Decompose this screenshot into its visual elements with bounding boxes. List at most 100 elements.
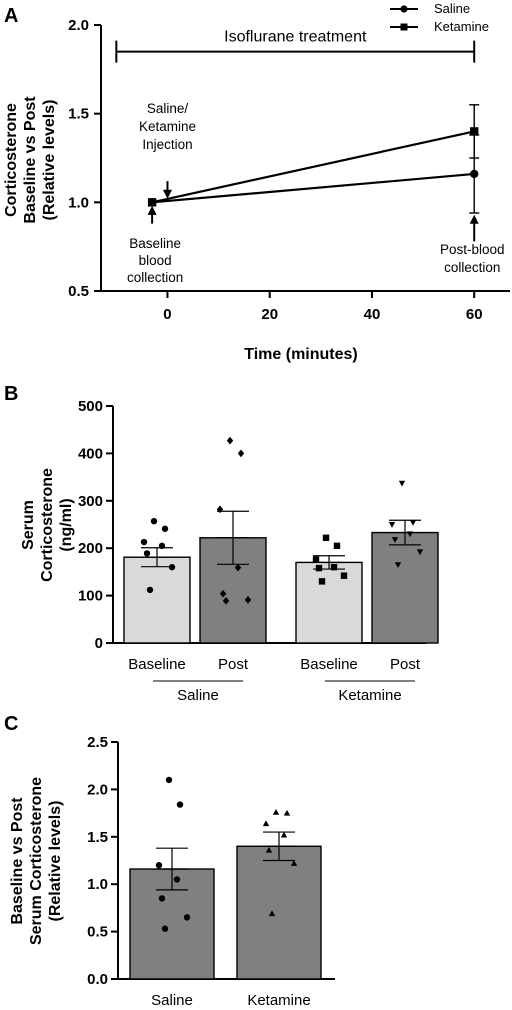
panel-a-x-label: Time (minutes) bbox=[244, 346, 358, 363]
c-bar-label-1: Ketamine bbox=[247, 992, 310, 1009]
b-bar-0-point-6 bbox=[146, 586, 154, 594]
panel-b-y-label-line3: (ng/ml) bbox=[58, 498, 75, 551]
a-ytick-label-3: 2.0 bbox=[68, 17, 89, 34]
panel-b-y-label: Serum Corticosterone (ng/ml) bbox=[20, 468, 75, 582]
panel-a-y-label-line3: (Relative levels) bbox=[41, 100, 58, 221]
b-bar-1-point-6 bbox=[222, 596, 230, 605]
b-bar-label-3: Post bbox=[390, 656, 421, 673]
panel-c-y-label-line1: Baseline vs Post bbox=[9, 797, 26, 925]
c-bar-0-point-4 bbox=[158, 895, 166, 902]
panel-c-error-bars bbox=[156, 831, 295, 891]
panel-c-x-labels: Saline Ketamine bbox=[151, 992, 311, 1009]
series-ketamine-point-0 bbox=[147, 198, 157, 207]
panel-a-series bbox=[147, 104, 480, 214]
c-bar-0-point-5 bbox=[183, 914, 191, 921]
a-xtick-label-1: 20 bbox=[261, 306, 278, 323]
b-bar-3-point-6 bbox=[394, 562, 402, 568]
series-saline bbox=[147, 134, 480, 214]
panel-a-legend: Saline Ketamine bbox=[390, 1, 489, 34]
c-ytick-label-2: 1.0 bbox=[87, 876, 108, 893]
series-saline-line bbox=[152, 172, 475, 204]
panel-a-x-ticks: 0 20 40 60 bbox=[163, 291, 483, 323]
c-bar-1-point-6 bbox=[268, 910, 276, 917]
b-bar-2-point-1 bbox=[333, 542, 341, 550]
annotation-injection: Saline/Ketamine Injection bbox=[139, 101, 196, 199]
panel-a-annotations: Saline/Ketamine Injection Baseline blood col… bbox=[127, 101, 505, 285]
a-ytick-label-2: 1.5 bbox=[68, 106, 89, 123]
panel-a-y-label-line2: Baseline vs Post bbox=[22, 96, 39, 224]
b-bar-label-2: Baseline bbox=[300, 656, 358, 673]
annotation-injection-line-2: Injection bbox=[142, 137, 192, 152]
series-ketamine-point-1 bbox=[470, 127, 479, 136]
b-bar-2-point-5 bbox=[340, 572, 348, 579]
isoflurane-bracket: Isoflurane treatment bbox=[115, 29, 476, 63]
c-ytick-label-4: 2.0 bbox=[87, 781, 108, 798]
series-ketamine-line bbox=[151, 130, 475, 204]
panel-c-label: C bbox=[4, 713, 18, 735]
legend-saline-label: Saline bbox=[434, 1, 470, 16]
b-bar-0-point-0 bbox=[150, 517, 158, 525]
c-bar-0-point-3 bbox=[173, 876, 181, 883]
b-bar-1-point-4 bbox=[219, 589, 227, 598]
b-bar-1-point-3 bbox=[234, 563, 242, 572]
b-bar-1 bbox=[199, 537, 267, 644]
panel-a-y-ticks: 0.5 1.0 1.5 2.0 bbox=[68, 17, 101, 300]
b-bar-0-point-4 bbox=[143, 550, 151, 557]
panel-c: C 0.0 0.5 1.0 1.5 2.0 2.5 Baseline vs Post Se… bbox=[4, 713, 335, 1009]
panel-b-x-labels: Baseline Post Baseline Post bbox=[128, 656, 421, 673]
b-bar-3-point-0 bbox=[398, 480, 406, 487]
panel-a: A 0.5 1.0 1.5 2.0 0 20 40 60 Corticosterone Ba… bbox=[3, 1, 510, 363]
c-ytick-label-5: 2.5 bbox=[87, 734, 108, 751]
panel-a-y-label: Corticosterone Baseline vs Post (Relativ… bbox=[3, 96, 58, 224]
panel-b: B 0 100 200 300 400 500 Serum Corticosterone … bbox=[4, 383, 439, 704]
a-ytick-label-0: 0.5 bbox=[68, 283, 89, 300]
b-bar-0-point-1 bbox=[161, 525, 169, 532]
a-xtick-label-2: 40 bbox=[364, 306, 381, 323]
b-bar-2-point-4 bbox=[315, 564, 323, 572]
panel-c-y-label-line2: Serum Corticosterone bbox=[28, 777, 45, 945]
annotation-post-arrow-head bbox=[469, 214, 479, 224]
b-bar-3-point-2 bbox=[388, 521, 396, 528]
panel-c-points bbox=[155, 776, 298, 932]
annotation-baseline-arrow bbox=[147, 205, 157, 224]
c-bar-1-point-1 bbox=[283, 809, 291, 816]
b-ytick-label-4: 400 bbox=[78, 445, 103, 462]
series-saline-point-1 bbox=[470, 169, 479, 179]
c-ytick-label-0: 0.0 bbox=[87, 971, 108, 988]
annotation-injection-arrow bbox=[162, 181, 172, 199]
b-bar-label-1: Post bbox=[218, 656, 249, 673]
panel-a-y-label-line1: Corticosterone bbox=[3, 103, 20, 217]
a-ytick-label-1: 1.0 bbox=[68, 194, 89, 211]
c-bar-0-point-0 bbox=[165, 776, 173, 784]
b-bar-2-point-2 bbox=[312, 556, 320, 563]
c-bar-1-point-2 bbox=[262, 820, 270, 827]
b-bar-2-point-6 bbox=[318, 578, 326, 585]
legend-ketamine-label: Ketamine bbox=[434, 19, 489, 34]
c-bar-1-point-5 bbox=[290, 860, 298, 866]
b-bar-3-point-1 bbox=[409, 520, 417, 526]
isoflurane-bracket-label: Isoflurane treatment bbox=[224, 29, 367, 46]
annotation-baseline-line-2: collection bbox=[127, 270, 183, 285]
c-bar-label-0: Saline bbox=[151, 992, 193, 1009]
legend-saline-marker bbox=[400, 5, 408, 13]
panel-b-label: B bbox=[4, 383, 18, 405]
panel-b-y-label-line2: Corticosterone bbox=[39, 468, 56, 582]
annotation-post: Post-blood collection bbox=[440, 214, 504, 275]
c-bar-1-point-0 bbox=[272, 808, 280, 815]
b-bar-1-point-2 bbox=[216, 505, 224, 514]
panel-b-y-ticks: 0 100 200 300 400 500 bbox=[78, 398, 113, 652]
b-bar-1-point-1 bbox=[237, 449, 245, 458]
b-bar-label-0: Baseline bbox=[128, 656, 186, 673]
b-bar-1-point-0 bbox=[226, 436, 234, 445]
legend-ketamine-marker bbox=[400, 23, 408, 31]
b-bar-2-point-0 bbox=[322, 534, 330, 541]
annotation-post-line-1: collection bbox=[444, 260, 500, 275]
annotation-post-arrow bbox=[469, 214, 479, 242]
series-ketamine bbox=[147, 104, 480, 207]
panel-b-y-label-line1: Serum bbox=[20, 500, 37, 550]
b-bar-0-point-2 bbox=[140, 538, 148, 546]
c-bar-0-point-6 bbox=[161, 925, 169, 932]
c-ytick-label-3: 1.5 bbox=[87, 829, 108, 846]
annotation-baseline: Baseline blood collection bbox=[127, 205, 183, 285]
